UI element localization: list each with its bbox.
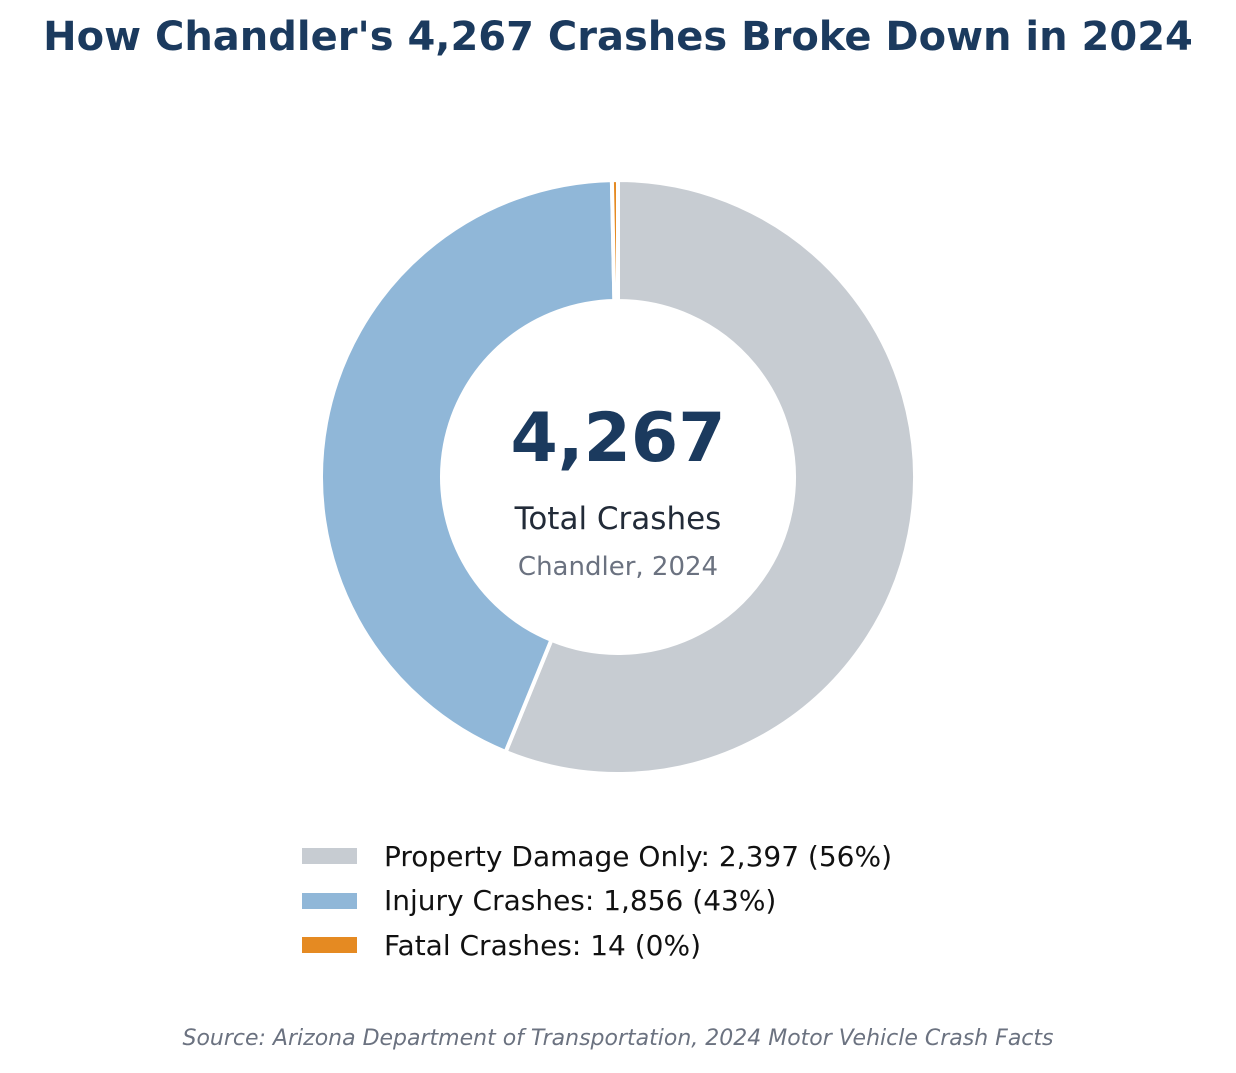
legend-item-property-damage: Property Damage Only: 2,397 (56%) [302, 834, 892, 879]
source-note: Source: Arizona Department of Transporta… [182, 1026, 1054, 1051]
donut-slices [319, 177, 917, 776]
legend-item-fatal: Fatal Crashes: 14 (0%) [302, 923, 892, 968]
legend: Property Damage Only: 2,397 (56%) Injury… [302, 834, 892, 968]
legend-label-fatal: Fatal Crashes: 14 (0%) [384, 928, 702, 962]
legend-label-property-damage: Property Damage Only: 2,397 (56%) [384, 839, 893, 873]
chart-title: How Chandler's 4,267 Crashes Broke Down … [43, 14, 1193, 60]
legend-swatch-property-damage [302, 848, 357, 865]
center-sublabel: Chandler, 2024 [518, 552, 718, 582]
donut-slice-injury [319, 178, 617, 755]
legend-item-injury: Injury Crashes: 1,856 (43%) [302, 879, 892, 924]
donut-slice-fatal [609, 177, 620, 304]
center-total-value: 4,267 [510, 399, 725, 478]
legend-swatch-injury [302, 892, 357, 909]
center-total-label: Total Crashes [514, 501, 722, 537]
legend-label-injury: Injury Crashes: 1,856 (43%) [384, 884, 777, 918]
donut-slice-property-damage [503, 177, 917, 776]
legend-swatch-fatal [302, 937, 357, 954]
